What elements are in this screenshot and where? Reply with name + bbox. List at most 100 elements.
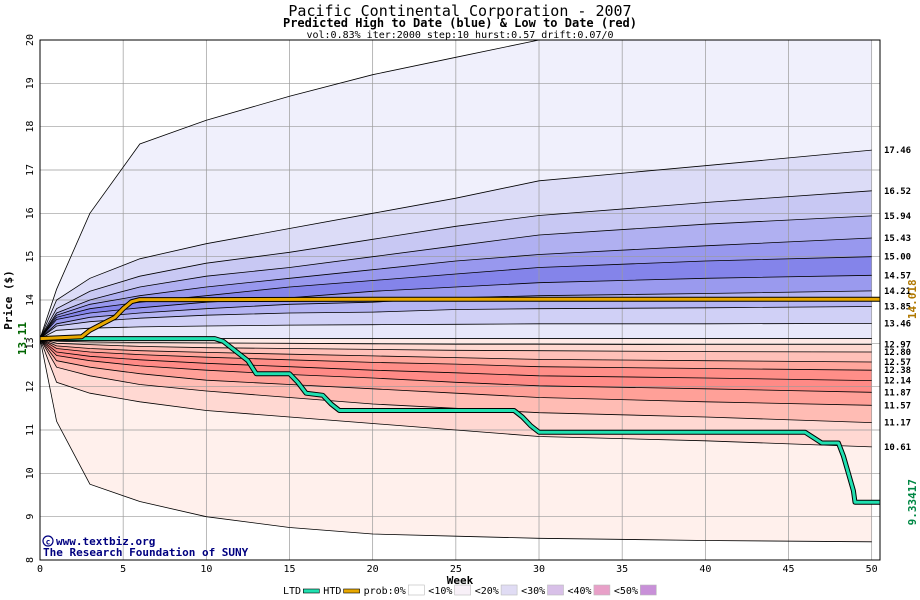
band-line-16-52	[39, 190, 872, 339]
upper-band-4	[40, 215, 872, 339]
y-tick-label: 16	[25, 207, 36, 219]
band-line-12-38	[39, 338, 872, 371]
level-label: 15.94	[884, 212, 912, 222]
legend-label: <10%	[428, 586, 452, 597]
price-series	[39, 296, 880, 505]
level-label: 11.57	[884, 401, 911, 411]
band-line-12-97	[39, 338, 872, 346]
lower-band-7	[40, 338, 872, 371]
upper-band-8	[40, 290, 872, 339]
chart-title: Pacific Continental Corporation - 2007	[288, 2, 631, 20]
plot-frame	[39, 39, 881, 561]
legend-swatch	[454, 584, 472, 596]
probability-bands	[40, 40, 872, 542]
level-label: 10.61	[884, 443, 911, 453]
legend-swatch	[500, 584, 518, 596]
y-tick-label: 9	[25, 514, 36, 520]
lower-band-4	[40, 338, 872, 406]
x-tick-label: 50	[866, 564, 878, 575]
low-to-date-line	[40, 337, 880, 504]
legend-label: <40%	[568, 586, 592, 597]
y-tick-label: 19	[25, 77, 36, 89]
y-tick-labels: 8 9 10 11 12 13 14 15 16 17 18 19 20	[25, 34, 36, 563]
start-price-label: 13.11	[16, 322, 29, 355]
y-tick-label: 11	[25, 424, 36, 436]
final-low-label: 9.33417	[906, 479, 919, 525]
band-line-17-46	[39, 149, 872, 339]
x-tick-label: 40	[699, 564, 711, 575]
band-line-min	[39, 338, 872, 543]
lower-band-6	[40, 338, 872, 381]
upper-band-7	[40, 275, 872, 339]
legend-swatch	[593, 584, 611, 596]
x-tick-label: 45	[782, 564, 794, 575]
y-tick-label: 17	[25, 164, 36, 176]
lower-band-5	[40, 338, 872, 393]
y-tick-label: 10	[25, 467, 36, 479]
level-label: 16.52	[884, 187, 911, 197]
level-label: 14.21	[884, 287, 911, 297]
band-line-13-46	[39, 322, 872, 339]
lower-band-3	[40, 338, 872, 423]
x-tick-label: 35	[616, 564, 628, 575]
legend-swatch	[302, 588, 320, 594]
y-tick-label: 12	[25, 381, 36, 393]
level-label: 12.14	[884, 377, 912, 387]
band-boundary-lines	[39, 39, 872, 543]
level-label: 12.80	[884, 348, 911, 358]
y-axis-label: Price ($)	[2, 270, 15, 330]
level-label: 15.43	[884, 234, 911, 244]
legend-label: <50%	[614, 586, 638, 597]
level-label: 15.00	[884, 253, 911, 263]
chart-params: vol:0.83% iter:2000 step:10 hurst:0.57 d…	[306, 30, 613, 41]
x-tick-label: 25	[450, 564, 462, 575]
x-axis-label: Week	[447, 574, 474, 587]
credit-block: c www.textbiz.org The Research Foundatio…	[42, 535, 249, 559]
upper-band-6	[40, 256, 872, 339]
x-tick-label: 15	[283, 564, 295, 575]
lower-band-8	[40, 338, 872, 362]
y-tick-label: 8	[25, 557, 36, 563]
final-high-label: 14.018	[906, 279, 919, 319]
legend-label: HTD	[323, 586, 341, 597]
band-line-12-80	[39, 338, 872, 353]
band-line-15-94	[39, 215, 872, 339]
legend-label: LTD	[283, 586, 301, 597]
legend: LTD HTD prob:0% <10% <20% <30% <40% <50%	[283, 584, 657, 597]
x-tick-label: 20	[367, 564, 379, 575]
y-tick-label: 20	[25, 34, 36, 46]
legend-swatch	[343, 588, 360, 594]
band-line-14-21	[39, 290, 872, 339]
copyright-icon	[42, 535, 54, 547]
level-label: 11.17	[884, 419, 911, 429]
legend-swatch	[407, 584, 425, 596]
level-label: 12.38	[884, 366, 911, 376]
chart-subtitle: Predicted High to Date (blue) & Low to D…	[283, 16, 637, 30]
band-line-12-57	[39, 338, 872, 363]
high-to-date-line	[39, 297, 880, 341]
x-tick-label: 0	[37, 564, 43, 575]
x-tick-label: 10	[200, 564, 212, 575]
band-line-11-57	[39, 338, 872, 406]
band-line-10-61	[39, 338, 872, 448]
legend-label: <30%	[521, 586, 545, 597]
credit-org: The Research Foundation of SUNY	[43, 546, 249, 559]
level-label: 12.97	[884, 341, 911, 351]
legend-label: prob:0%	[364, 586, 406, 597]
level-labels: 17.46 16.52 15.94 15.43 15.00 14.57 14.21 13.85…	[884, 146, 912, 453]
legend-swatch	[547, 584, 564, 596]
legend-swatch	[639, 584, 657, 596]
x-tick-labels: 0 5 10 15 20 25 30 35 40 45 50	[37, 564, 878, 575]
copyright-letter: c	[46, 538, 51, 547]
level-label: 14.57	[884, 271, 911, 281]
band-line-13-85	[39, 306, 872, 339]
credit-url: www.textbiz.org	[56, 535, 155, 548]
x-tick-label: 5	[120, 564, 126, 575]
level-label: 13.85	[884, 303, 911, 313]
x-tick-label: 30	[533, 564, 545, 575]
level-label: 13.46	[884, 319, 911, 329]
y-tick-label: 15	[25, 251, 36, 263]
band-line-11-17	[39, 338, 872, 423]
band-line-12-14	[39, 338, 872, 381]
